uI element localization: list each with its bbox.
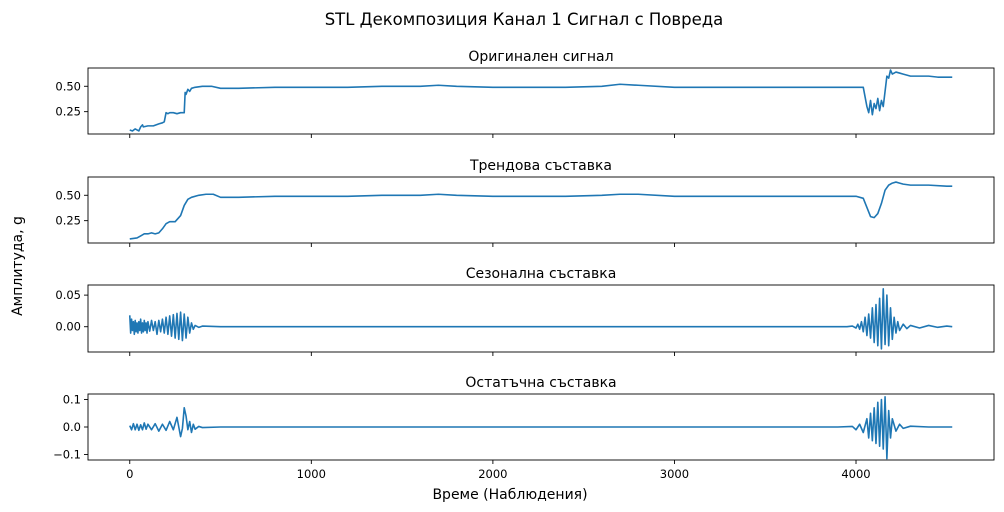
y-axis-label: Амплитуда, g [10,216,26,316]
subplot-title: Сезонална съставка [466,266,617,282]
x-tick-label: 3000 [660,467,689,481]
x-tick-label: 2000 [478,467,507,481]
plot-frame [87,284,995,353]
x-tick-label: 4000 [841,467,870,481]
x-axis-label: Време (Наблюдения) [432,487,587,503]
subplot-title: Остатъчна съставка [465,375,616,391]
plot-frame [87,67,995,135]
y-tick-label: 0.50 [55,79,81,93]
y-tick-label: 0.25 [55,105,81,119]
y-tick-label: 0.50 [55,188,81,202]
y-tick-label: 0.05 [55,288,81,302]
series-line [129,181,953,240]
y-tick-label: 0.25 [55,214,81,228]
y-tick-label: 0.1 [63,393,81,407]
x-tick-label: 0 [126,467,133,481]
series-line [129,69,953,132]
subplot-title: Трендова съставка [469,158,612,174]
series-line [129,395,953,460]
figure-title: STL Декомпозиция Канал 1 Сигнал с Повред… [325,10,724,29]
subplot-2: Трендова съставка 0.25 0.50 [55,158,995,247]
subplot-title: Оригинален сигнал [468,49,613,65]
series-line [128,287,953,350]
subplot-4: Остатъчна съставка −0.1 0.0 0.1 0 1000 2000 300… [53,375,995,481]
plot-frame [87,176,995,244]
y-tick-label: 0.0 [63,420,81,434]
subplot-3: Сезонална съставка 0.00 0.05 [55,266,995,356]
y-tick-label: −0.1 [53,448,81,462]
x-tick-label: 1000 [297,467,326,481]
y-tick-label: 0.00 [55,320,81,334]
subplot-1: Оригинален сигнал 0.25 0.50 [55,49,995,138]
